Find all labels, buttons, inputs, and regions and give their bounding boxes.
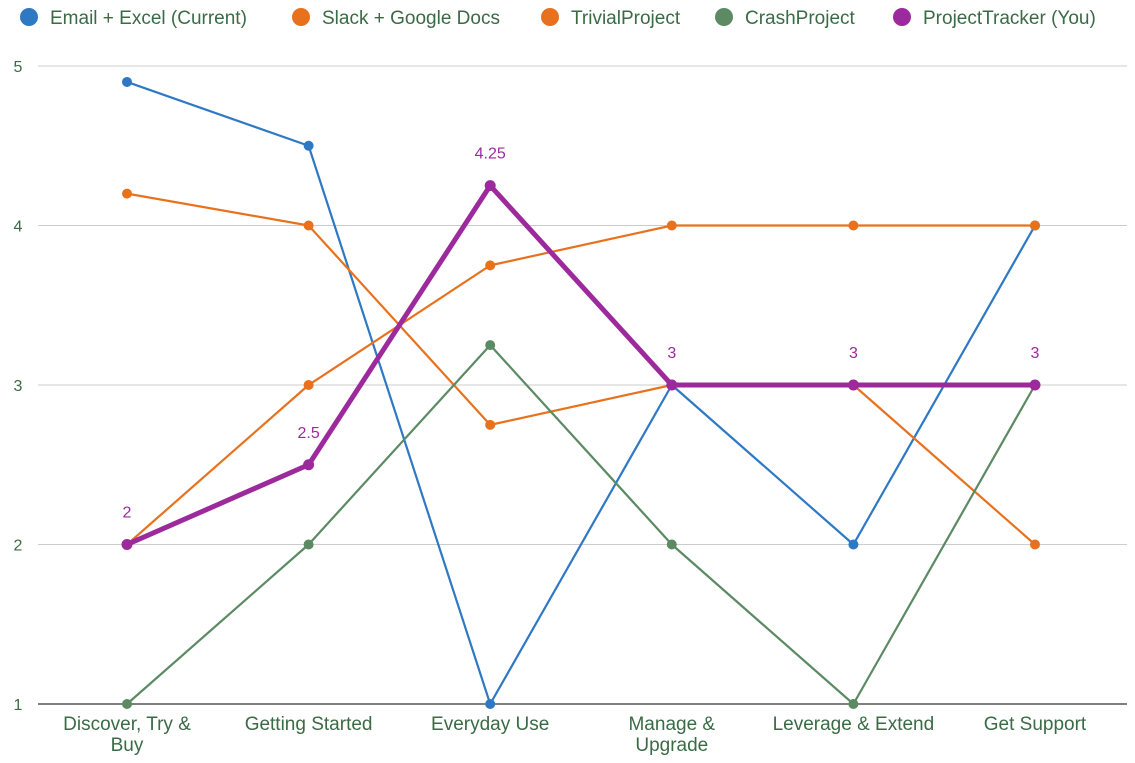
data-label: 2.5: [297, 425, 319, 442]
data-point: [303, 539, 314, 550]
legend-marker: [292, 8, 310, 26]
data-point: [848, 699, 859, 709]
legend-label: TrivialProject: [571, 8, 681, 29]
legend-item: CrashProject: [715, 8, 856, 29]
data-point: [485, 699, 496, 709]
x-tick-label-line: Everyday Use: [431, 714, 549, 735]
data-label: 4.25: [475, 146, 506, 163]
y-tick-label: 3: [14, 378, 23, 395]
legend-label: ProjectTracker (You): [923, 8, 1096, 29]
legend-marker: [893, 8, 911, 26]
data-label: 2: [123, 505, 132, 522]
x-tick-label-line: Buy: [111, 735, 144, 756]
data-point: [485, 419, 496, 430]
legend: Email + Excel (Current) Slack + Google Do…: [20, 8, 1096, 29]
y-tick-label: 5: [14, 59, 23, 76]
legend-label: Slack + Google Docs: [322, 8, 500, 29]
legend-item: ProjectTracker (You): [893, 8, 1096, 29]
data-point: [1030, 220, 1040, 231]
x-tick-label-line: Get Support: [984, 714, 1087, 735]
data-point: [121, 539, 133, 550]
x-tick-label: Leverage & Extend: [773, 714, 935, 735]
legend-label: CrashProject: [745, 8, 856, 29]
series-line: [126, 192, 1036, 546]
series-1: [122, 188, 1040, 550]
series-line: [126, 224, 1035, 546]
y-tick-label: 2: [14, 538, 23, 555]
data-point: [122, 188, 132, 199]
x-tick-label-line: Discover, Try &: [63, 714, 191, 735]
y-tick-label: 4: [14, 219, 23, 236]
series-line: [125, 183, 1035, 547]
data-point: [303, 220, 314, 231]
data-label: 3: [849, 345, 858, 362]
legend-marker: [20, 8, 38, 26]
legend-label: Email + Excel (Current): [50, 8, 247, 29]
data-label: 3: [1031, 345, 1040, 362]
x-tick-label-line: Getting Started: [245, 714, 373, 735]
x-tick-label-line: Manage &: [628, 714, 715, 735]
legend-item: TrivialProject: [541, 8, 681, 29]
legend-item: Email + Excel (Current): [20, 8, 247, 29]
x-tick-label: Getting Started: [245, 714, 373, 735]
series-0: [122, 76, 1040, 709]
data-label: 3: [667, 345, 676, 362]
data-point: [666, 379, 678, 391]
data-point: [847, 379, 859, 391]
data-point: [485, 340, 496, 351]
data-point: [122, 699, 132, 709]
legend-marker: [715, 8, 733, 26]
series-lines: [121, 76, 1041, 709]
series-line: [126, 344, 1036, 706]
legend-item: Slack + Google Docs: [292, 8, 500, 29]
data-point: [485, 260, 496, 271]
data-point: [848, 539, 859, 550]
x-axis: Discover, Try & Buy Getting Started Everyda…: [63, 714, 1087, 756]
x-tick-label: Manage & Upgrade: [628, 714, 715, 756]
data-point: [666, 220, 677, 231]
data-point: [1030, 539, 1040, 550]
x-tick-label: Everyday Use: [431, 714, 549, 735]
data-point: [303, 459, 315, 471]
series-4: [121, 180, 1041, 550]
series-line: [126, 80, 1036, 706]
data-point: [303, 140, 314, 151]
data-point: [484, 180, 496, 192]
data-point: [122, 76, 132, 87]
data-point: [848, 220, 859, 231]
legend-marker: [541, 8, 559, 26]
series-3: [122, 340, 1040, 709]
x-tick-label-line: Leverage & Extend: [773, 714, 935, 735]
data-labels: 2 2.5 4.25 3 3 3: [123, 146, 1040, 522]
data-point: [1029, 379, 1041, 391]
y-axis: 1 2 3 4 5: [14, 59, 23, 714]
data-point: [666, 539, 677, 550]
x-tick-label-line: Upgrade: [635, 735, 708, 756]
data-point: [303, 380, 314, 390]
x-tick-label: Discover, Try & Buy: [63, 714, 191, 756]
x-tick-label: Get Support: [984, 714, 1087, 735]
y-tick-label: 1: [14, 697, 23, 714]
